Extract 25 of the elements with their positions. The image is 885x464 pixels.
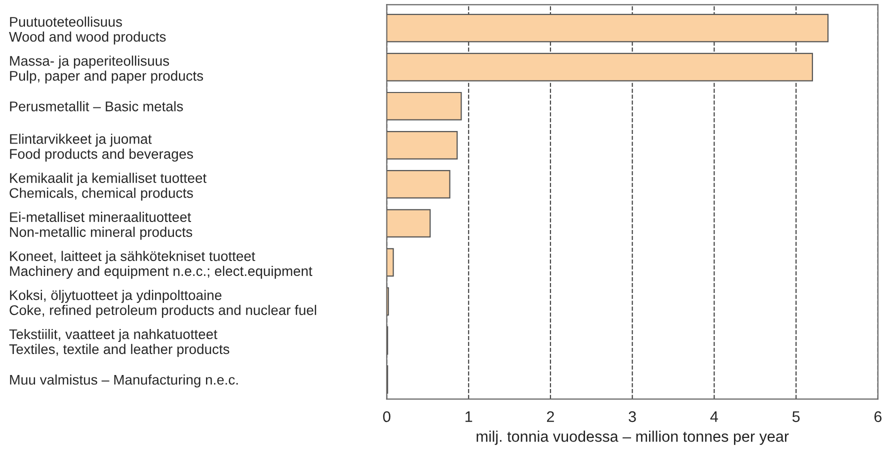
y-tick-label: Elintarvikkeet ja juomat Food products and beverages	[10, 134, 193, 162]
x-tick-label: 4	[710, 411, 718, 422]
y-tick-label: Muu valmistus – Manufacturing n.e.c.	[10, 374, 238, 388]
x-axis-title: milj. tonnia vuodessa – million tonnes per year	[476, 430, 789, 445]
y-tick-label: Puutuoteteollisuus Wood and wood products	[9, 16, 166, 44]
bar	[386, 170, 450, 198]
y-tick-label: Ei-metalliset mineraalituotteet Non-metallic mineral products	[10, 212, 192, 240]
x-tick-label: 0	[383, 411, 390, 422]
y-tick-label: Koneet, laitteet ja sähkötekniset tuotteet Machinery and equipment n.e.c.; elect.equipment	[10, 250, 312, 279]
y-tick-label: Massa- ja paperiteollisuus Pulp, paper and paper products	[10, 56, 204, 84]
y-tick-label: Koksi, öljytuotteet ja ydinpolttoaine Coke, refined petroleum products and nuclear fuel	[10, 290, 316, 318]
x-tick-label: 5	[792, 411, 800, 422]
x-tick-label: 6	[874, 411, 882, 422]
x-tick-label: 1	[466, 411, 472, 422]
bar	[386, 209, 431, 238]
bar	[386, 248, 394, 277]
x-tick-label: 2	[546, 411, 554, 422]
bar	[386, 52, 813, 82]
y-tick-label: Tekstiilit, vaatteet ja nahkatuotteet Textiles, textile and leather products	[9, 328, 230, 357]
bar	[386, 14, 829, 42]
y-tick-label: Perusmetallit – Basic metals	[10, 101, 183, 112]
y-tick-label: Kemikaalit ja kemialliset tuotteet Chemicals, chemical products	[10, 172, 206, 201]
bar	[386, 92, 462, 120]
x-tick-label: 3	[628, 411, 636, 422]
bar	[386, 130, 458, 160]
